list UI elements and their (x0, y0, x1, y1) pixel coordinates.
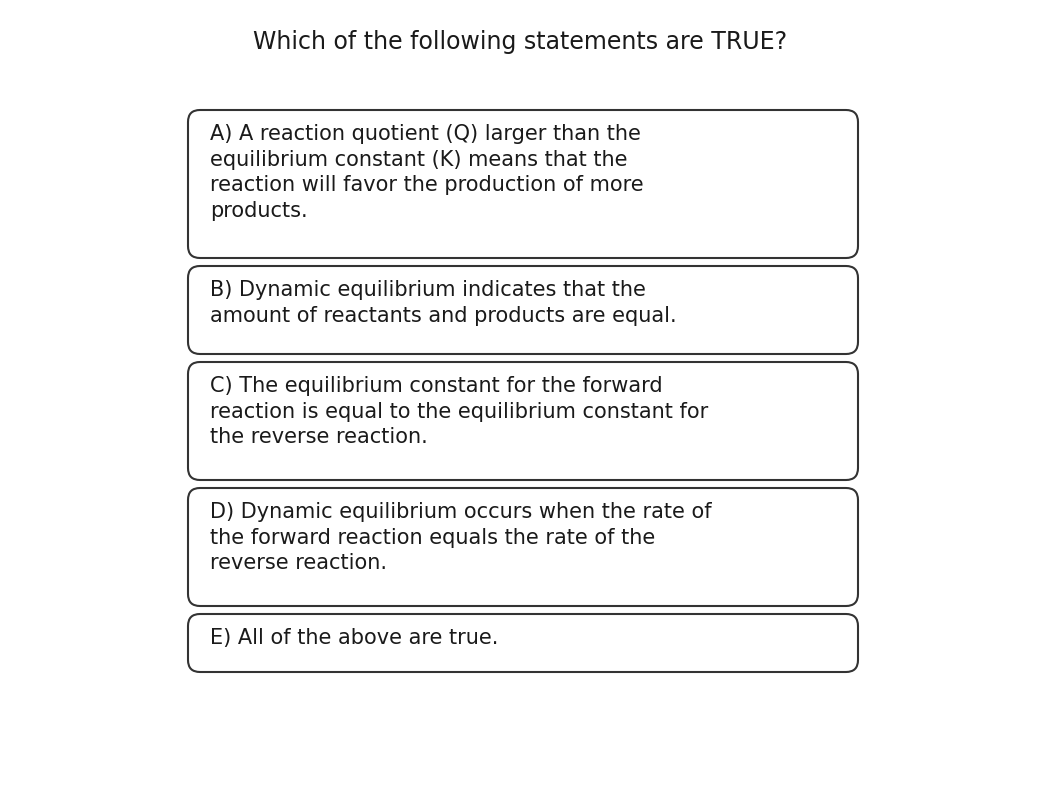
FancyBboxPatch shape (188, 614, 858, 672)
FancyBboxPatch shape (188, 488, 858, 606)
Text: A) A reaction quotient (Q) larger than the
equilibrium constant (K) means that t: A) A reaction quotient (Q) larger than t… (210, 124, 644, 221)
FancyBboxPatch shape (188, 110, 858, 258)
Text: C) The equilibrium constant for the forward
reaction is equal to the equilibrium: C) The equilibrium constant for the forw… (210, 376, 708, 448)
Text: D) Dynamic equilibrium occurs when the rate of
the forward reaction equals the r: D) Dynamic equilibrium occurs when the r… (210, 502, 711, 573)
Text: Which of the following statements are TRUE?: Which of the following statements are TR… (253, 30, 787, 54)
Text: E) All of the above are true.: E) All of the above are true. (210, 628, 498, 648)
FancyBboxPatch shape (188, 266, 858, 354)
FancyBboxPatch shape (188, 362, 858, 480)
Text: B) Dynamic equilibrium indicates that the
amount of reactants and products are e: B) Dynamic equilibrium indicates that th… (210, 280, 677, 325)
